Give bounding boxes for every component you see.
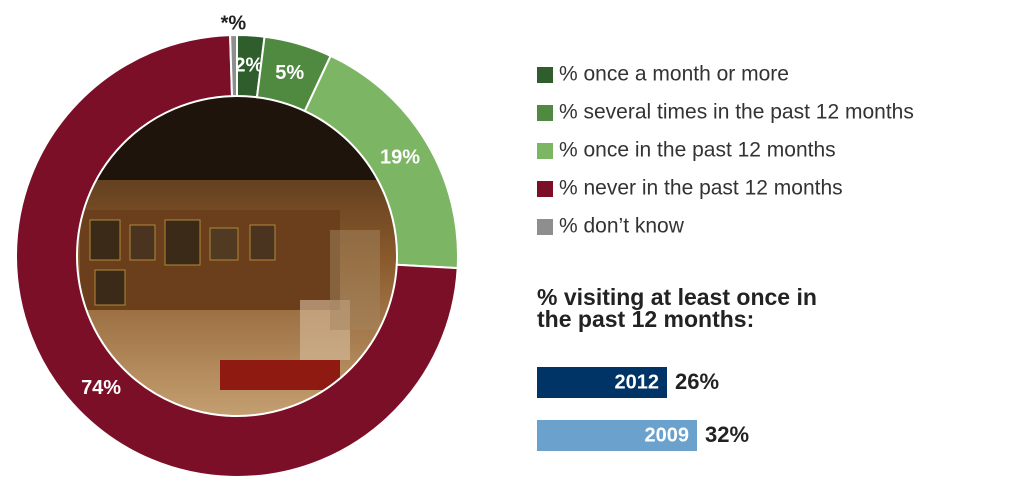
bar-category: 2012 — [615, 371, 660, 393]
donut-slice — [15, 34, 459, 477]
legend-swatch — [537, 67, 553, 83]
donut-slice — [229, 33, 238, 98]
bar — [537, 367, 667, 398]
legend-label: % don’t know — [559, 215, 685, 238]
slice-label: 74% — [81, 377, 121, 399]
bar-value-label: 32% — [705, 422, 749, 447]
slice-label: 5% — [275, 62, 304, 84]
legend-label: % once in the past 12 months — [559, 139, 836, 162]
legend-swatch — [537, 219, 553, 235]
bar-title: % visiting at least once in the past 12 … — [537, 284, 817, 332]
legend-swatch — [537, 143, 553, 159]
legend-label: % several times in the past 12 months — [559, 101, 914, 124]
bar — [537, 420, 697, 451]
bar-value-label: 26% — [675, 369, 719, 394]
bar-category: 2009 — [645, 424, 690, 446]
slice-label: 2% — [234, 55, 263, 77]
legend-swatch — [537, 105, 553, 121]
legend-swatch — [537, 181, 553, 197]
legend-label: % never in the past 12 months — [559, 177, 843, 200]
slice-label: *% — [221, 12, 247, 34]
legend-label: % once a month or more — [559, 63, 789, 86]
slice-label: 19% — [380, 147, 420, 169]
